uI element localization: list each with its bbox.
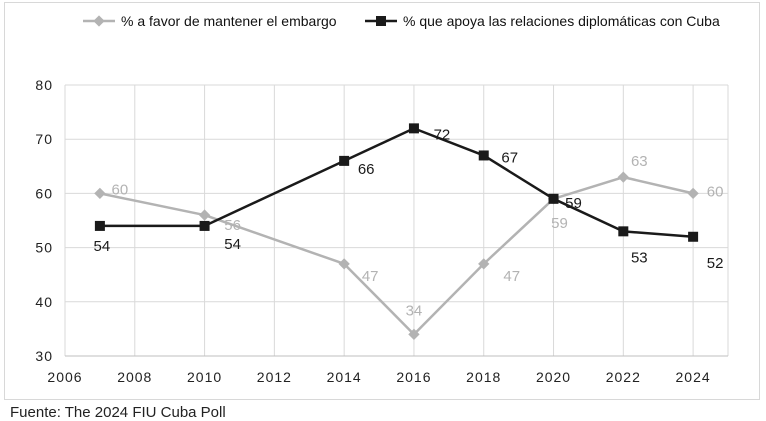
data-label: 56 — [224, 217, 241, 234]
data-label: 60 — [112, 181, 129, 198]
x-tick-label: 2014 — [327, 369, 362, 385]
diamond-marker — [617, 171, 629, 183]
x-tick-label: 2006 — [47, 369, 82, 385]
legend-label: % a favor de mantener el embargo — [121, 13, 337, 29]
source-note: Fuente: The 2024 FIU Cuba Poll — [10, 404, 226, 421]
data-label: 52 — [707, 255, 724, 272]
x-tick-label: 2020 — [536, 369, 571, 385]
legend-label: % que apoya las relaciones diplomáticas … — [403, 13, 720, 29]
y-tick-label: 80 — [35, 77, 53, 93]
x-tick-label: 2016 — [396, 369, 431, 385]
square-marker — [339, 155, 350, 166]
square-marker — [688, 231, 699, 242]
data-label: 59 — [551, 215, 568, 232]
x-tick-label: 2012 — [257, 369, 292, 385]
y-tick-label: 70 — [35, 131, 53, 147]
legend: % a favor de mantener el embargo % que ap… — [83, 13, 720, 29]
data-label: 59 — [565, 195, 582, 212]
y-tick-label: 60 — [35, 185, 53, 201]
x-tick-label: 2018 — [466, 369, 501, 385]
diamond-marker — [478, 258, 490, 270]
data-label: 54 — [224, 236, 241, 253]
square-marker — [478, 150, 489, 161]
data-label: 47 — [503, 268, 520, 285]
data-label: 34 — [406, 302, 423, 319]
x-tick-label: 2024 — [676, 369, 711, 385]
y-tick-label: 40 — [35, 294, 53, 310]
data-label: 60 — [707, 183, 724, 200]
data-label: 53 — [631, 249, 648, 266]
series-line-2 — [99, 127, 694, 239]
data-label: 63 — [631, 153, 648, 170]
series-line-1 — [99, 175, 694, 336]
data-labels: 60 56 47 34 47 59 63 60 54 54 66 72 67 59 53 52 — [94, 126, 724, 319]
diamond-marker — [94, 187, 106, 200]
data-label: 54 — [94, 238, 111, 255]
axes: 30 40 50 60 70 80 2006 2008 2010 2012 2014 2016 2018… — [35, 77, 728, 385]
y-tick-label: 50 — [35, 240, 53, 256]
square-marker — [376, 16, 386, 26]
square-marker — [548, 193, 559, 204]
square-marker — [94, 220, 105, 231]
chart-frame: 30 40 50 60 70 80 2006 2008 2010 2012 2014 2016 2018… — [4, 2, 760, 400]
x-tick-label: 2010 — [187, 369, 222, 385]
data-label: 72 — [434, 126, 451, 143]
data-label: 67 — [501, 149, 518, 166]
data-label: 66 — [358, 161, 375, 178]
y-tick-label: 30 — [35, 348, 53, 364]
x-tick-label: 2008 — [117, 369, 152, 385]
diamond-marker — [687, 187, 699, 200]
diamond-marker — [408, 328, 420, 340]
square-marker — [618, 226, 629, 237]
line-chart: 30 40 50 60 70 80 2006 2008 2010 2012 2014 2016 2018… — [35, 13, 729, 385]
series — [94, 123, 699, 340]
diamond-marker — [338, 258, 350, 270]
diamond-marker — [198, 209, 211, 221]
diamond-marker — [93, 15, 105, 27]
square-marker — [199, 220, 210, 231]
x-tick-label: 2022 — [606, 369, 641, 385]
data-label: 47 — [362, 268, 379, 285]
square-marker — [408, 123, 419, 134]
